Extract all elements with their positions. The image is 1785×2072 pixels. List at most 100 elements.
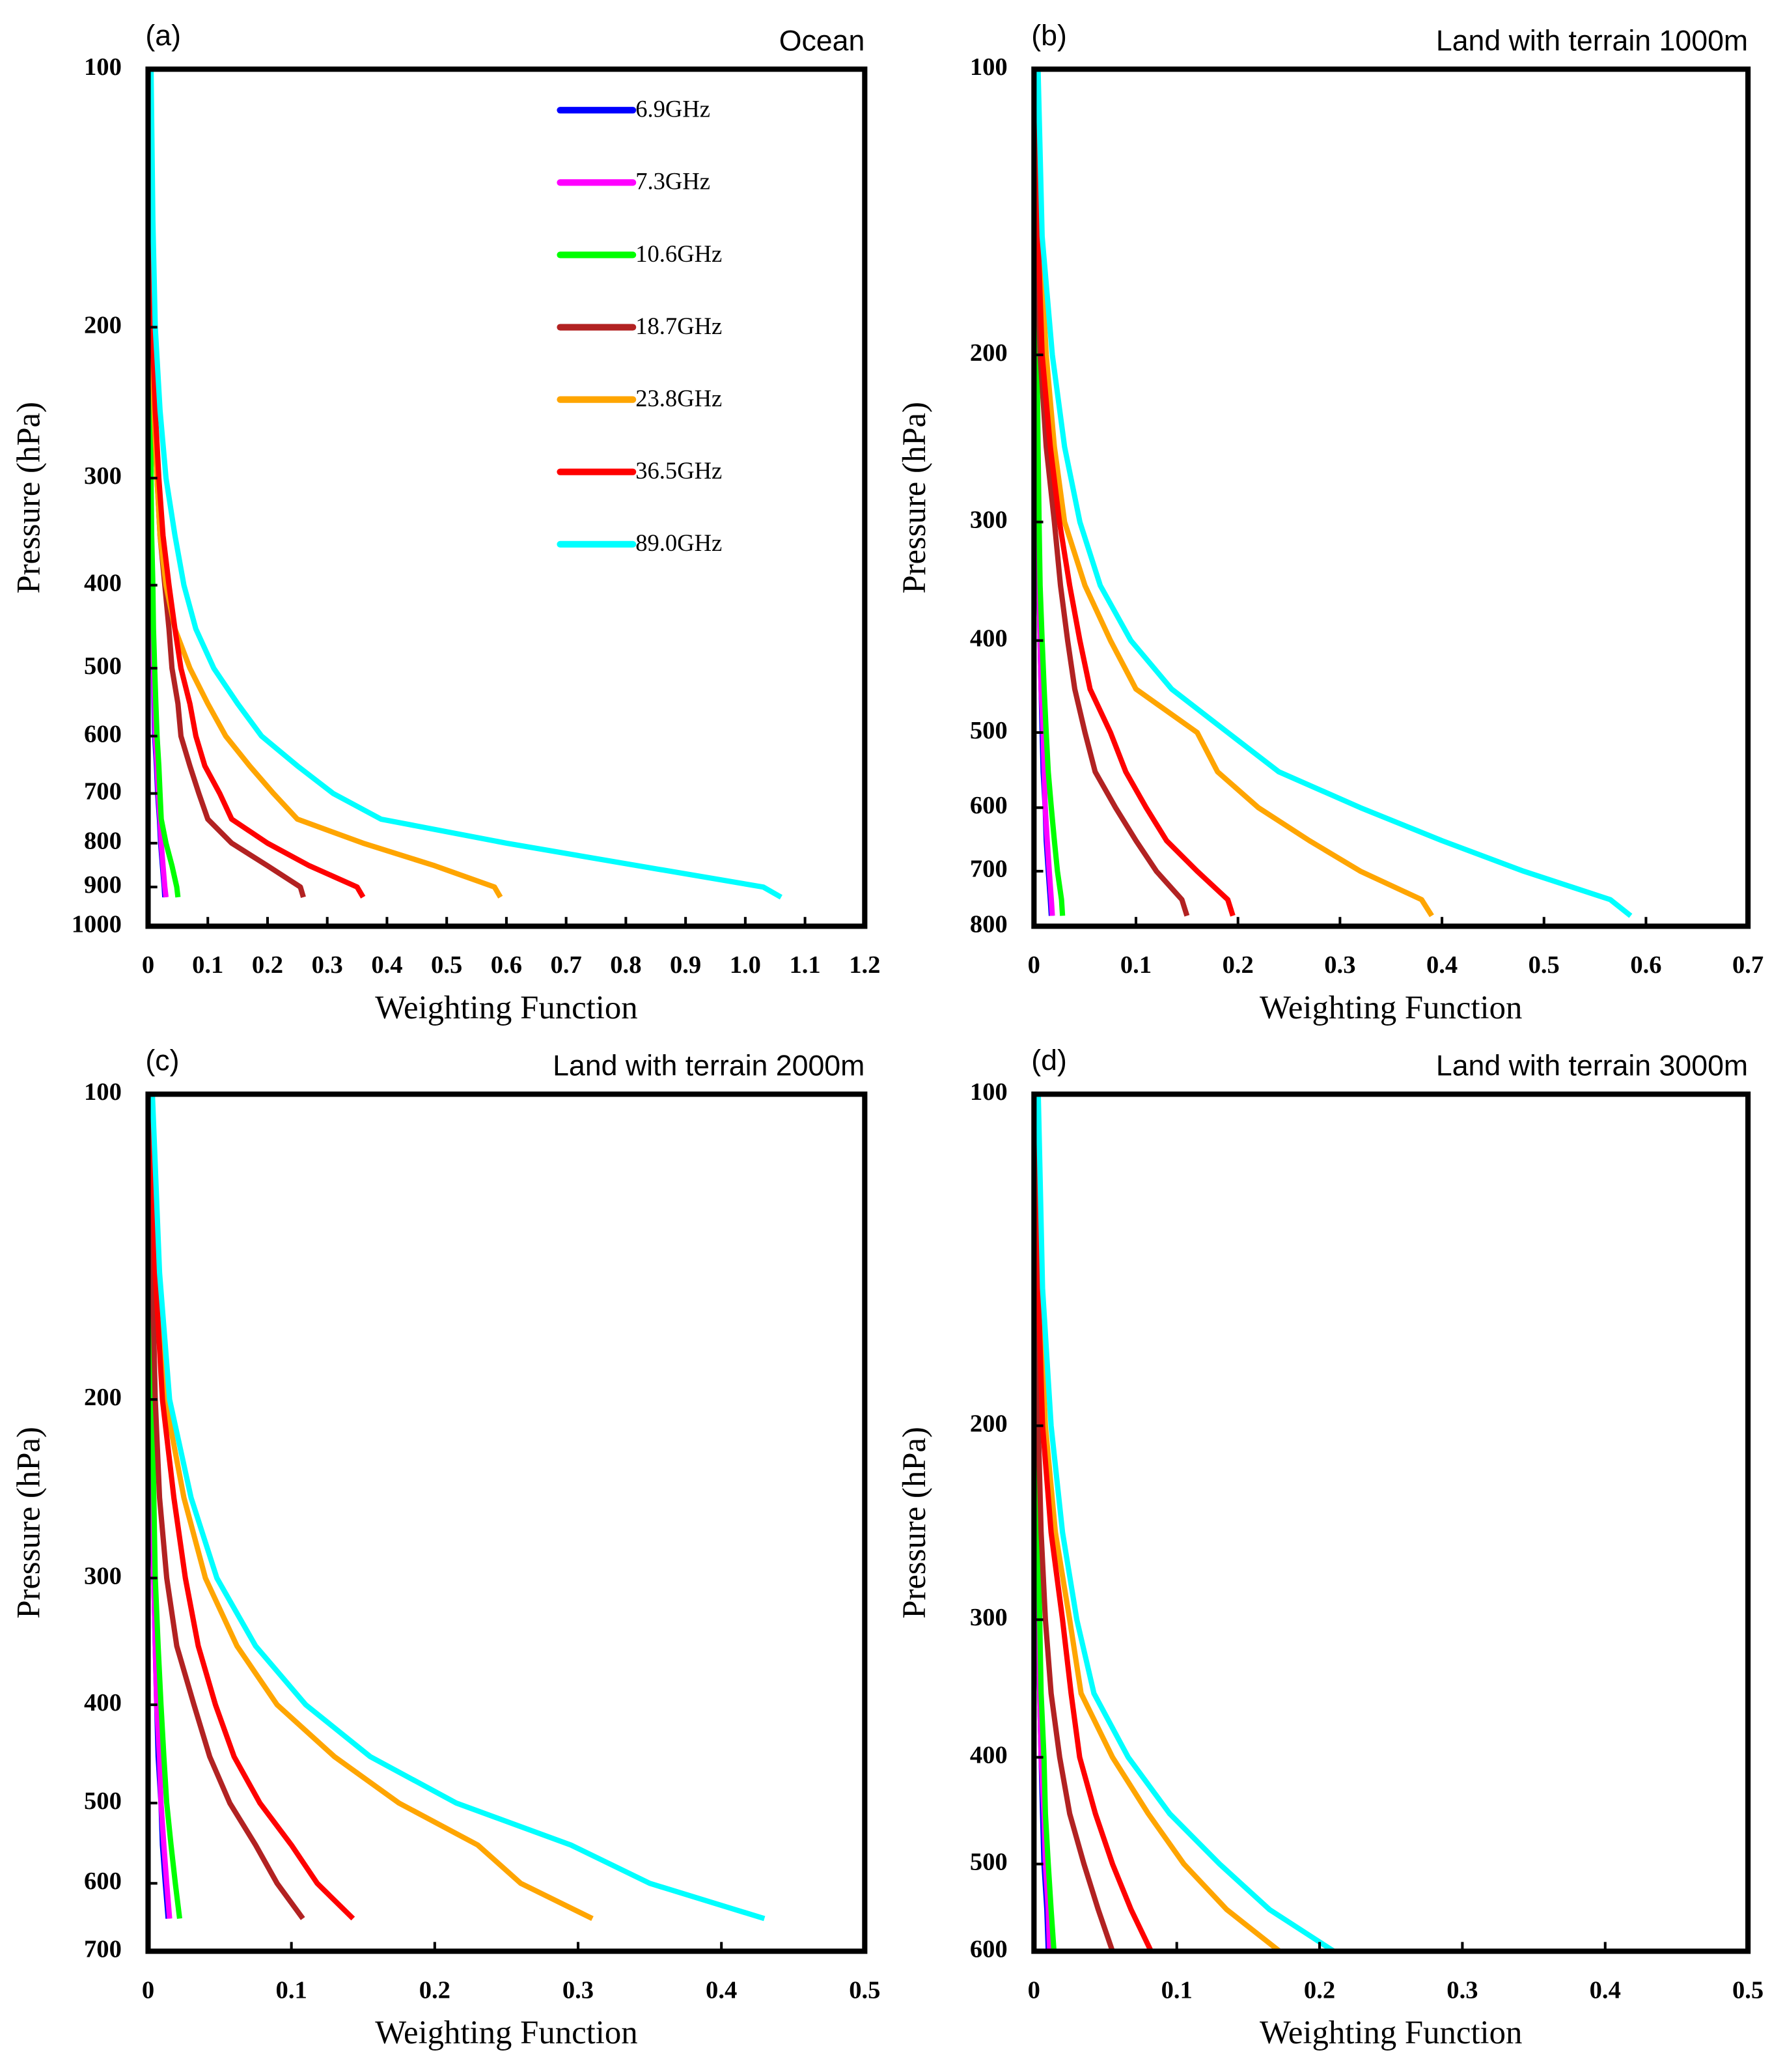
y-tick-label: 100 xyxy=(970,1078,1008,1106)
x-tick-label: 0 xyxy=(142,951,154,979)
x-tick-label: 0.5 xyxy=(431,951,462,979)
x-tick-label: 1.1 xyxy=(789,951,820,979)
x-axis-label: Weighting Function xyxy=(1260,2014,1522,2051)
y-tick-label: 200 xyxy=(970,1410,1008,1437)
y-axis-label: Pressure (hPa) xyxy=(896,402,932,594)
x-tick-label: 0.6 xyxy=(1630,951,1661,979)
x-tick-label: 0.4 xyxy=(1426,951,1458,979)
x-tick-label: 0.8 xyxy=(610,951,641,979)
chart-title: Land with terrain 3000m xyxy=(1436,1050,1748,1082)
y-axis-label: Pressure (hPa) xyxy=(896,1427,932,1619)
series-line xyxy=(148,69,782,900)
x-tick-label: 0.2 xyxy=(1304,1976,1335,2004)
panel-label: (b) xyxy=(1031,20,1067,51)
x-tick-label: 0.5 xyxy=(1529,951,1560,979)
series-line xyxy=(148,1094,594,1922)
legend-label: 18.7GHz xyxy=(635,313,722,339)
y-tick-label: 500 xyxy=(970,717,1008,744)
y-tick-label: 1000 xyxy=(72,910,122,938)
y-tick-label: 200 xyxy=(84,311,122,339)
y-tick-label: 700 xyxy=(84,1935,122,1963)
y-tick-label: 300 xyxy=(84,462,122,490)
panel-label: (a) xyxy=(145,20,181,51)
x-tick-label: 0.2 xyxy=(252,951,283,979)
x-tick-label: 0.3 xyxy=(1446,1976,1478,2004)
x-tick-label: 0.3 xyxy=(1324,951,1355,979)
x-tick-label: 0.1 xyxy=(192,951,223,979)
x-tick-label: 0.5 xyxy=(1732,1976,1764,2004)
series-line xyxy=(146,1094,305,1920)
x-tick-label: 0.5 xyxy=(849,1976,880,2004)
y-tick-label: 700 xyxy=(84,777,122,805)
plot-frame xyxy=(145,66,868,929)
x-tick-label: 1.2 xyxy=(849,951,880,979)
x-tick-label: 0.7 xyxy=(551,951,582,979)
x-tick-label: 0.1 xyxy=(276,1976,307,2004)
series-line xyxy=(148,1094,355,1921)
y-axis-label: Pressure (hPa) xyxy=(10,402,46,594)
panel-label: (d) xyxy=(1031,1044,1067,1076)
x-tick-label: 0.4 xyxy=(706,1976,737,2004)
series-line xyxy=(1035,69,1633,918)
y-tick-label: 600 xyxy=(84,1868,122,1895)
chart-title: Land with terrain 2000m xyxy=(553,1050,865,1082)
y-tick-label: 100 xyxy=(970,53,1008,81)
series-line xyxy=(150,1094,766,1922)
series-line xyxy=(146,69,306,898)
x-tick-label: 0 xyxy=(1028,951,1040,979)
y-tick-label: 600 xyxy=(970,1935,1008,1963)
x-tick-label: 0.2 xyxy=(1223,951,1254,979)
y-tick-label: 900 xyxy=(84,871,122,899)
y-tick-label: 600 xyxy=(84,720,122,748)
x-tick-label: 0.4 xyxy=(371,951,402,979)
y-tick-label: 200 xyxy=(84,1384,122,1411)
series-line xyxy=(1032,69,1066,916)
x-tick-label: 1.0 xyxy=(730,951,761,979)
plot-frame xyxy=(145,1091,868,1954)
y-tick-label: 500 xyxy=(84,652,122,680)
y-tick-label: 100 xyxy=(84,53,122,81)
y-tick-label: 100 xyxy=(84,1078,122,1106)
x-tick-label: 0.2 xyxy=(419,1976,450,2004)
legend-label: 10.6GHz xyxy=(635,240,722,267)
x-tick-label: 0.1 xyxy=(1161,1976,1193,2004)
series-line xyxy=(1032,69,1190,917)
y-tick-label: 500 xyxy=(970,1848,1008,1875)
legend-label: 89.0GHz xyxy=(635,529,722,556)
legend-label: 36.5GHz xyxy=(635,457,722,484)
series-line xyxy=(1033,69,1236,917)
x-axis-label: Weighting Function xyxy=(1260,989,1522,1026)
y-tick-label: 400 xyxy=(970,625,1008,652)
legend-label: 6.9GHz xyxy=(635,96,710,122)
x-tick-label: 0.6 xyxy=(491,951,522,979)
y-tick-label: 700 xyxy=(970,856,1008,883)
y-tick-label: 300 xyxy=(970,1604,1008,1631)
x-tick-label: 0 xyxy=(1028,1976,1040,2004)
legend-label: 7.3GHz xyxy=(635,168,710,195)
x-tick-label: 0.9 xyxy=(670,951,701,979)
y-tick-label: 400 xyxy=(970,1742,1008,1769)
y-tick-label: 500 xyxy=(84,1787,122,1815)
x-tick-label: 0.4 xyxy=(1590,1976,1621,2004)
x-axis-label: Weighting Function xyxy=(375,2014,637,2051)
y-tick-label: 300 xyxy=(84,1562,122,1589)
legend-label: 23.8GHz xyxy=(635,385,722,412)
plot-frame xyxy=(1031,1091,1751,1954)
x-tick-label: 0.7 xyxy=(1732,951,1764,979)
series-line xyxy=(1032,1094,1115,1952)
y-tick-label: 400 xyxy=(84,570,122,597)
y-axis-label: Pressure (hPa) xyxy=(10,1427,46,1619)
x-tick-label: 0.3 xyxy=(562,1976,594,2004)
series-line xyxy=(1035,1094,1336,1953)
chart-title: Ocean xyxy=(779,25,865,57)
y-tick-label: 400 xyxy=(84,1689,122,1716)
y-tick-label: 300 xyxy=(970,506,1008,533)
series-line xyxy=(1032,1094,1154,1953)
series-line xyxy=(146,69,503,899)
y-tick-label: 600 xyxy=(970,792,1008,819)
x-axis-label: Weighting Function xyxy=(375,989,637,1026)
series-line xyxy=(146,69,366,899)
x-tick-label: 0.3 xyxy=(312,951,343,979)
x-tick-label: 0 xyxy=(142,1976,154,2004)
